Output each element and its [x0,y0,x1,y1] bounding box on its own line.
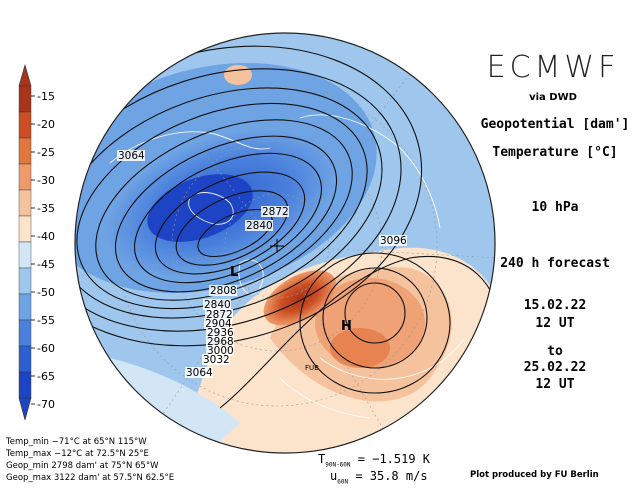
colorbar-segment [18,371,32,399]
t-value: = −1.519 K [357,452,431,466]
colorbar-tick-label: -55 [37,314,55,327]
colorbar-segment [18,189,32,217]
low-pressure-marker: L [230,265,238,280]
colorbar-segment [18,215,32,243]
valid-time: 12 UT [535,377,575,392]
stat-temp-min: Temp_min −71°C at 65°N 115°W [6,437,147,447]
contour-label-bg [206,336,234,347]
colorbar-tick-label: -25 [37,146,55,159]
contour-label: 3032 [203,354,230,366]
temperature-colorbar: -15 -20 -25 -30 -35 -40 -45 -50 -55 -60 -65 -70 [18,63,55,420]
colorbar-tick-label: -15 [37,90,55,103]
contour-label-bg [202,354,230,365]
contour-label-bg [185,367,213,378]
model-title: ECMWF [486,50,620,85]
colorbar-tick-label: -65 [37,370,55,383]
field-temperature: Temperature [°C] [492,145,618,160]
u-subscript: 60N [337,478,349,486]
colorbar-tick-label: -35 [37,202,55,215]
contour-label: 3064 [186,367,213,379]
via-label: via DWD [529,92,577,103]
u-value: = 35.8 m/s [355,469,428,483]
colorbar-tick-label: -60 [37,342,55,355]
colorbar-tick-label: -20 [37,118,55,131]
contour-label-bg [205,309,233,320]
colorbar-segment [18,137,32,165]
contour-label-bg [245,220,273,231]
map-boundary [74,32,496,454]
field-geopotential: Geopotential [dam'] [480,117,630,132]
colorbar-segment [18,241,32,269]
colorbar-tick-label: -45 [37,258,55,271]
stat-geop-min: Geop_min 2798 dam' at 75°N 65°W [6,461,159,471]
contour-label: 3096 [380,235,407,247]
contour-label: 2840 [204,299,231,311]
mean-temperature: T90N-60N = −1.519 K [318,452,430,468]
colorbar-tick-label: -40 [37,230,55,243]
contour-label: 3064 [118,150,145,162]
colorbar-tick-label: -30 [37,174,55,187]
credit-line: Plot produced by FU Berlin [470,470,599,480]
mean-zonal-wind: u60N = 35.8 m/s [330,469,428,485]
to-label: to [547,344,563,359]
geopotential-contours [75,45,495,409]
colorbar-segment [18,163,32,191]
init-time: 12 UT [535,316,575,331]
high-pressure-marker: H [341,319,352,334]
contour-label: 2808 [210,285,237,297]
colorbar-tick-label: -50 [37,286,55,299]
colorbar-top-arrow [18,63,32,87]
t-subscript: 90N-60N [325,461,351,469]
contour-label: 2872 [262,206,289,218]
u-symbol: u [330,469,338,483]
colorbar-segment [18,293,32,321]
valid-date: 25.02.22 [523,360,587,375]
contour-label-bg [206,345,234,356]
colorbar-segment [18,267,32,295]
colorbar-segment [18,85,32,113]
colorbar-segment [18,319,32,347]
contour-label-bg [204,318,232,329]
stat-temp-max: Temp_max −12°C at 72.5°N 25°E [6,449,149,459]
t-symbol: T [318,452,326,466]
contour-label-bg [206,327,234,338]
contour-label-bg [203,299,231,310]
contour-label-bg [261,206,289,217]
forecast-hours: 240 h forecast [500,256,610,271]
colorbar-tick-label: -70 [37,398,55,411]
colorbar-segment [18,111,32,139]
colorbar-bottom-arrow [18,397,32,420]
polar-stereographic-map: 3064287228403096280828402872290429362968… [74,32,496,454]
fub-label: FUB [305,364,319,372]
stat-geop-max: Geop_max 3122 dam' at 57.5°N 62.5°E [6,473,175,483]
north-pole-marker [270,239,284,253]
contour-label-bg [209,285,237,296]
pressure-level: 10 hPa [531,200,579,215]
colorbar-segment [18,345,32,373]
contour-label-bg [117,150,145,161]
init-date: 15.02.22 [523,298,587,313]
contour-label: 2840 [246,220,273,232]
contour-label-bg [379,235,407,246]
coastlines [109,114,466,419]
